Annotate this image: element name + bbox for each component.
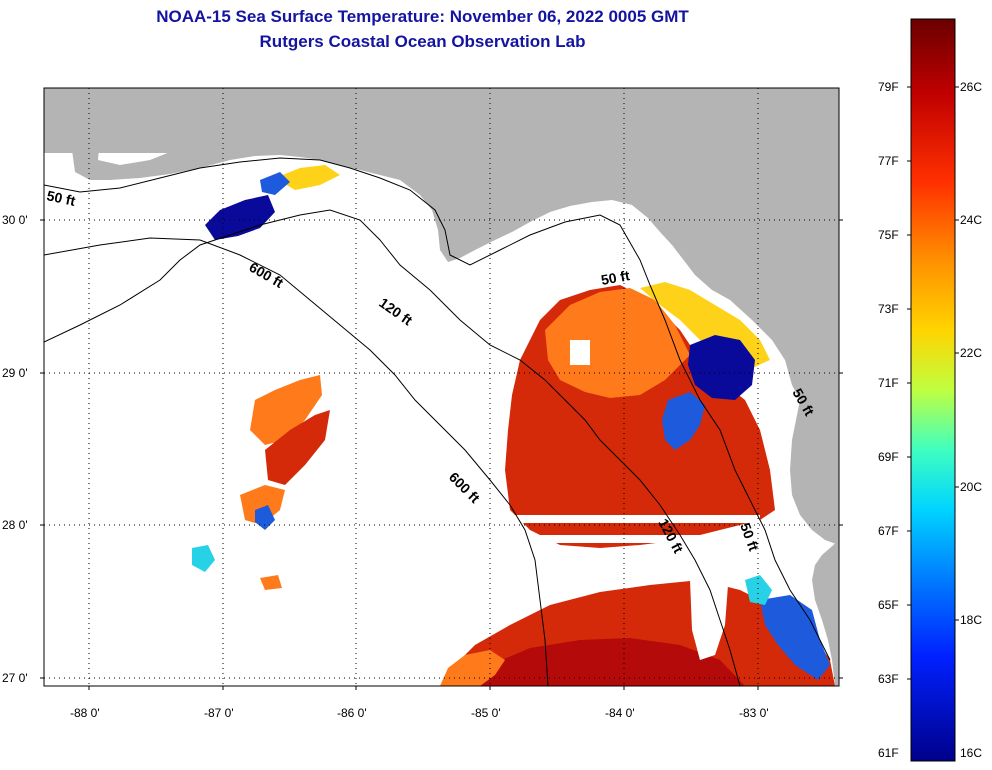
- axis-ticks: [40, 219, 843, 690]
- florida-peninsula: [812, 540, 839, 686]
- sst-west-patch-5: [192, 545, 215, 572]
- sst-west-patch-2: [265, 410, 330, 485]
- colorbar-f-label: 67F: [878, 524, 899, 538]
- sst-panhandle-yellow: [275, 165, 340, 190]
- colorbar-f-label: 77F: [878, 154, 899, 168]
- colorbar-c-label: 22C: [960, 346, 982, 360]
- lon-label: -83 0': [739, 706, 769, 720]
- colorbar-c-label: 16C: [960, 746, 982, 760]
- colorbar-f-label: 65F: [878, 598, 899, 612]
- isobath-lines: [44, 157, 831, 686]
- colorbar-f-label: 79F: [878, 80, 899, 94]
- colorbar-f-label: 73F: [878, 302, 899, 316]
- sst-south-hot: [470, 638, 745, 686]
- colorbar-c-label: 24C: [960, 213, 982, 227]
- map-frame-content: 50 ft 600 ft 120 ft 600 ft 120 ft 50 ft …: [44, 88, 839, 686]
- sst-cyan-south: [745, 575, 772, 605]
- colorbar-f-label: 63F: [878, 672, 899, 686]
- sst-cold-south: [760, 595, 830, 680]
- lon-label: -84 0': [605, 706, 635, 720]
- map-frame: [43, 87, 840, 687]
- chart-title: NOAA-15 Sea Surface Temperature: Novembe…: [156, 7, 689, 26]
- isobath-label: 50 ft: [600, 267, 631, 288]
- colorbar-c-label: 20C: [960, 480, 982, 494]
- colorbar-f-label: 69F: [878, 450, 899, 464]
- lon-label: -85 0': [471, 706, 501, 720]
- colorbar-c-label: 26C: [960, 80, 982, 94]
- sst-cold-pocket: [688, 335, 755, 400]
- colorbar-c-label: 18C: [960, 613, 982, 627]
- sst-panhandle-blue: [260, 172, 290, 195]
- lon-label: -86 0': [337, 706, 367, 720]
- sst-west-patch-1: [250, 375, 322, 445]
- sst-west-patch-4: [255, 505, 275, 530]
- sst-south-orange: [440, 650, 505, 686]
- colorbar-f-label: 71F: [878, 376, 899, 390]
- colorbar-f-label: 61F: [878, 746, 899, 760]
- cloud-gaps: [500, 340, 760, 660]
- lat-label: 29 0': [2, 366, 28, 380]
- sst-west-patch-6: [260, 575, 282, 590]
- lat-label: 27 0': [2, 671, 28, 685]
- lon-label: -87 0': [204, 706, 234, 720]
- lat-label: 30 0': [2, 213, 28, 227]
- colorbar: [910, 18, 956, 762]
- colorbar-f-label: 75F: [878, 228, 899, 242]
- land-mass: [44, 88, 839, 545]
- sst-west-patch-3: [240, 485, 285, 525]
- chart-subtitle: Rutgers Coastal Ocean Observation Lab: [259, 32, 586, 51]
- sst-blue-tongue: [662, 392, 705, 450]
- sst-orange-north: [545, 288, 690, 398]
- isobath-label: 50 ft: [45, 187, 77, 209]
- colorbar-ticks: [907, 86, 959, 680]
- lat-label: 28 0': [2, 518, 28, 532]
- lon-label: -88 0': [70, 706, 100, 720]
